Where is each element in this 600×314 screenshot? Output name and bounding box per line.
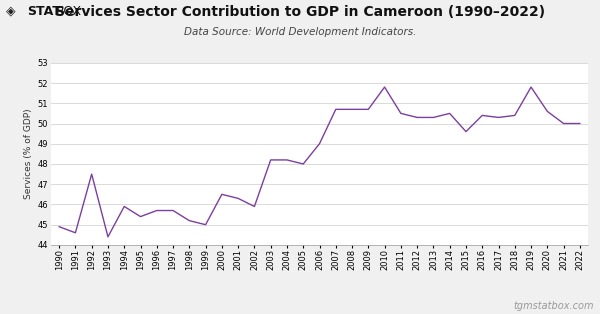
Y-axis label: Services (% of GDP): Services (% of GDP) — [25, 109, 34, 199]
Text: ◈: ◈ — [6, 5, 20, 18]
Text: BOX: BOX — [56, 5, 82, 18]
Text: STAT: STAT — [27, 5, 61, 18]
Text: Services Sector Contribution to GDP in Cameroon (1990–2022): Services Sector Contribution to GDP in C… — [55, 5, 545, 19]
Text: tgmstatbox.com: tgmstatbox.com — [514, 301, 594, 311]
Text: Data Source: World Development Indicators.: Data Source: World Development Indicator… — [184, 27, 416, 37]
